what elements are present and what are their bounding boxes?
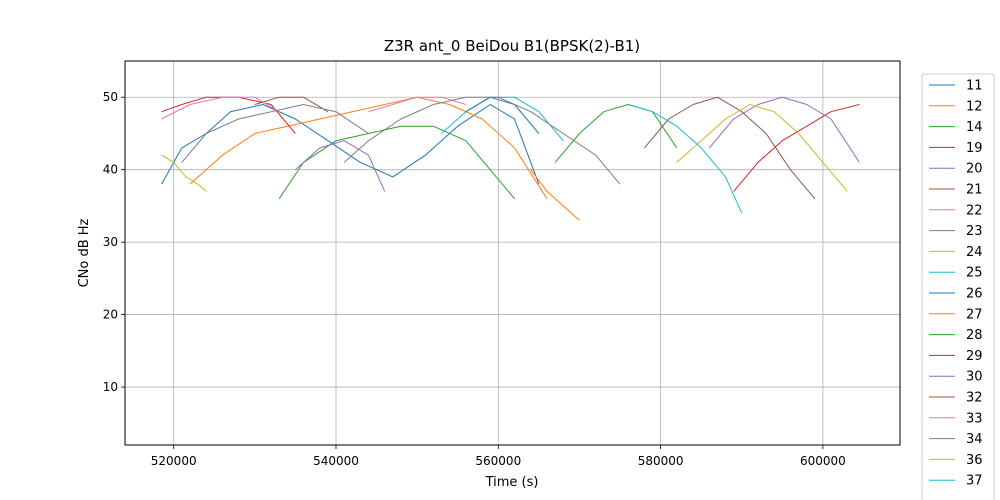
series-line-36 bbox=[676, 104, 848, 192]
legend-label: 20 bbox=[966, 162, 983, 177]
series-line-34 bbox=[343, 96, 621, 185]
x-axis-label: Time (s) bbox=[485, 475, 539, 490]
legend-label: 21 bbox=[966, 183, 983, 198]
ticks: 520000 540000 560000 580000 600000 10 20 30 40 50 bbox=[103, 90, 846, 468]
legend-label: 22 bbox=[966, 203, 983, 218]
y-tick-label: 10 bbox=[103, 380, 118, 394]
series-line-21 bbox=[254, 96, 329, 113]
plot-frame bbox=[124, 60, 901, 446]
series-line-29 bbox=[733, 104, 860, 192]
legend-label: 36 bbox=[966, 453, 983, 468]
y-tick-label: 20 bbox=[103, 308, 118, 322]
legend-label: 27 bbox=[966, 307, 983, 322]
series-line-20 bbox=[295, 140, 386, 192]
series-line-30 bbox=[708, 96, 860, 163]
legend-label: 11 bbox=[966, 79, 983, 94]
legend-label: 30 bbox=[966, 370, 983, 385]
x-tick-label: 560000 bbox=[475, 454, 521, 468]
y-tick-label: 50 bbox=[103, 90, 118, 104]
legend-label: 23 bbox=[966, 224, 983, 239]
grid bbox=[125, 61, 900, 445]
chart-title: Z3R ant_0 BeiDou B1(BPSK(2)-B1) bbox=[384, 37, 640, 56]
legend-label: 33 bbox=[966, 411, 983, 426]
y-tick-label: 40 bbox=[103, 163, 118, 177]
series-line-33 bbox=[368, 96, 466, 113]
legend-label: 28 bbox=[966, 328, 983, 343]
series-line-23 bbox=[181, 104, 369, 163]
legend-box bbox=[921, 73, 995, 500]
legend-label: 14 bbox=[966, 120, 983, 135]
series-line-32 bbox=[644, 96, 816, 200]
legend-label: 34 bbox=[966, 432, 983, 447]
series-layer bbox=[161, 96, 860, 221]
legend-label: 24 bbox=[966, 245, 983, 260]
x-tick-label: 520000 bbox=[151, 454, 197, 468]
legend-label: 12 bbox=[966, 99, 983, 114]
x-tick-label: 540000 bbox=[313, 454, 359, 468]
series-line-37 bbox=[627, 104, 743, 214]
series-line-14 bbox=[278, 125, 515, 200]
legend-label: 19 bbox=[966, 141, 983, 156]
series-line-25 bbox=[441, 96, 564, 142]
series-line-28 bbox=[554, 104, 678, 163]
y-axis-label: CNo dB Hz bbox=[77, 218, 92, 287]
x-tick-label: 580000 bbox=[638, 454, 684, 468]
legend-label: 29 bbox=[966, 349, 983, 364]
series-line-22 bbox=[161, 96, 280, 120]
legend-label: 32 bbox=[966, 391, 983, 406]
legend-label: 37 bbox=[966, 474, 983, 489]
series-line-27 bbox=[530, 169, 580, 221]
x-tick-label: 600000 bbox=[800, 454, 846, 468]
legend-label: 25 bbox=[966, 266, 983, 281]
y-tick-label: 30 bbox=[103, 235, 118, 249]
legend-label: 26 bbox=[966, 287, 983, 302]
series-line-11 bbox=[161, 104, 540, 185]
series-line-12 bbox=[189, 96, 548, 199]
series-line-24 bbox=[161, 154, 207, 192]
legend: 11 12 14 19 20 21 22 23 24 25 26 27 28 29 30 32 33 34 36 37 bbox=[921, 73, 995, 500]
series-line-26 bbox=[465, 96, 540, 134]
